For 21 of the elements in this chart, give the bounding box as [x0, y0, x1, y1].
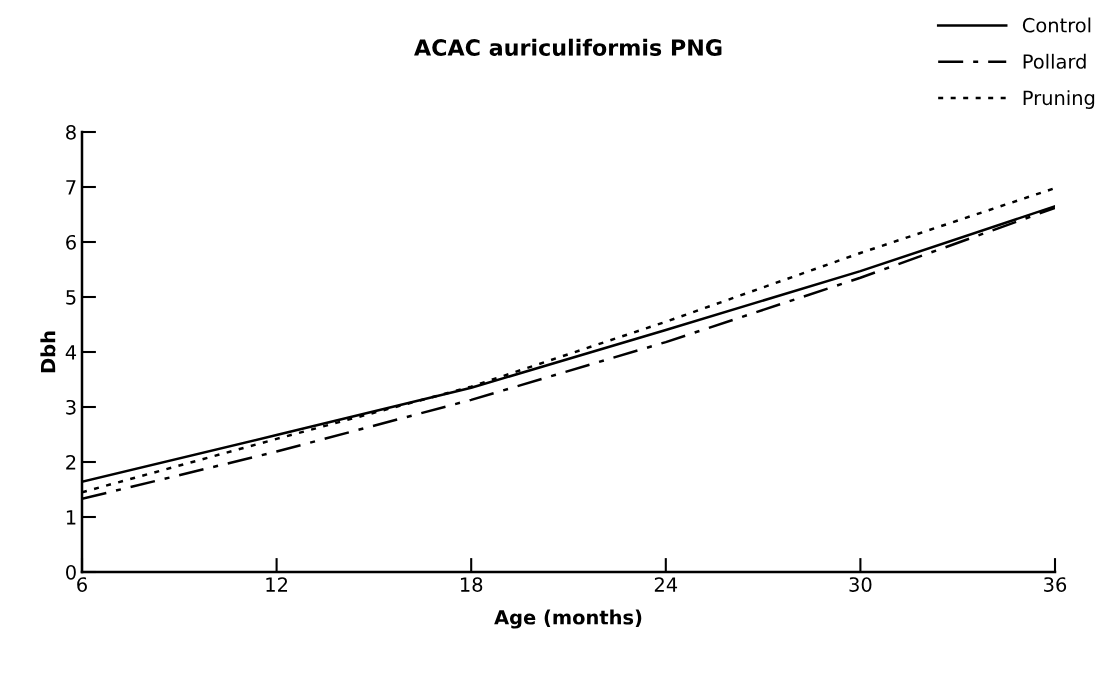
y-tick-label: 6: [66, 234, 76, 250]
y-tick-label: 5: [66, 290, 76, 305]
legend-label: Pruning: [1023, 90, 1095, 109]
x-axis-title: Age (months): [494, 609, 642, 629]
y-tick-label: 8: [66, 124, 76, 140]
legend-label: Control: [1022, 17, 1091, 33]
x-tick-label: 18: [460, 577, 483, 592]
y-axis-title: Dbh: [40, 331, 56, 373]
y-tick-label: 2: [66, 454, 76, 470]
y-tick-label: 7: [66, 180, 76, 195]
y-tick-label: 4: [65, 345, 77, 360]
chart-title: ACAC auriculiformis PNG: [414, 38, 722, 56]
y-tick-label: 1: [66, 510, 76, 525]
x-tick-label: 24: [654, 577, 678, 592]
x-tick-label: 6: [77, 577, 87, 592]
legend-label: Pollard: [1023, 53, 1086, 69]
y-tick-label: 0: [66, 564, 76, 580]
y-tick-label: 3: [66, 399, 76, 415]
x-tick-label: 30: [849, 577, 872, 592]
x-tick-label: 36: [1044, 577, 1067, 592]
x-tick-label: 12: [266, 577, 288, 592]
